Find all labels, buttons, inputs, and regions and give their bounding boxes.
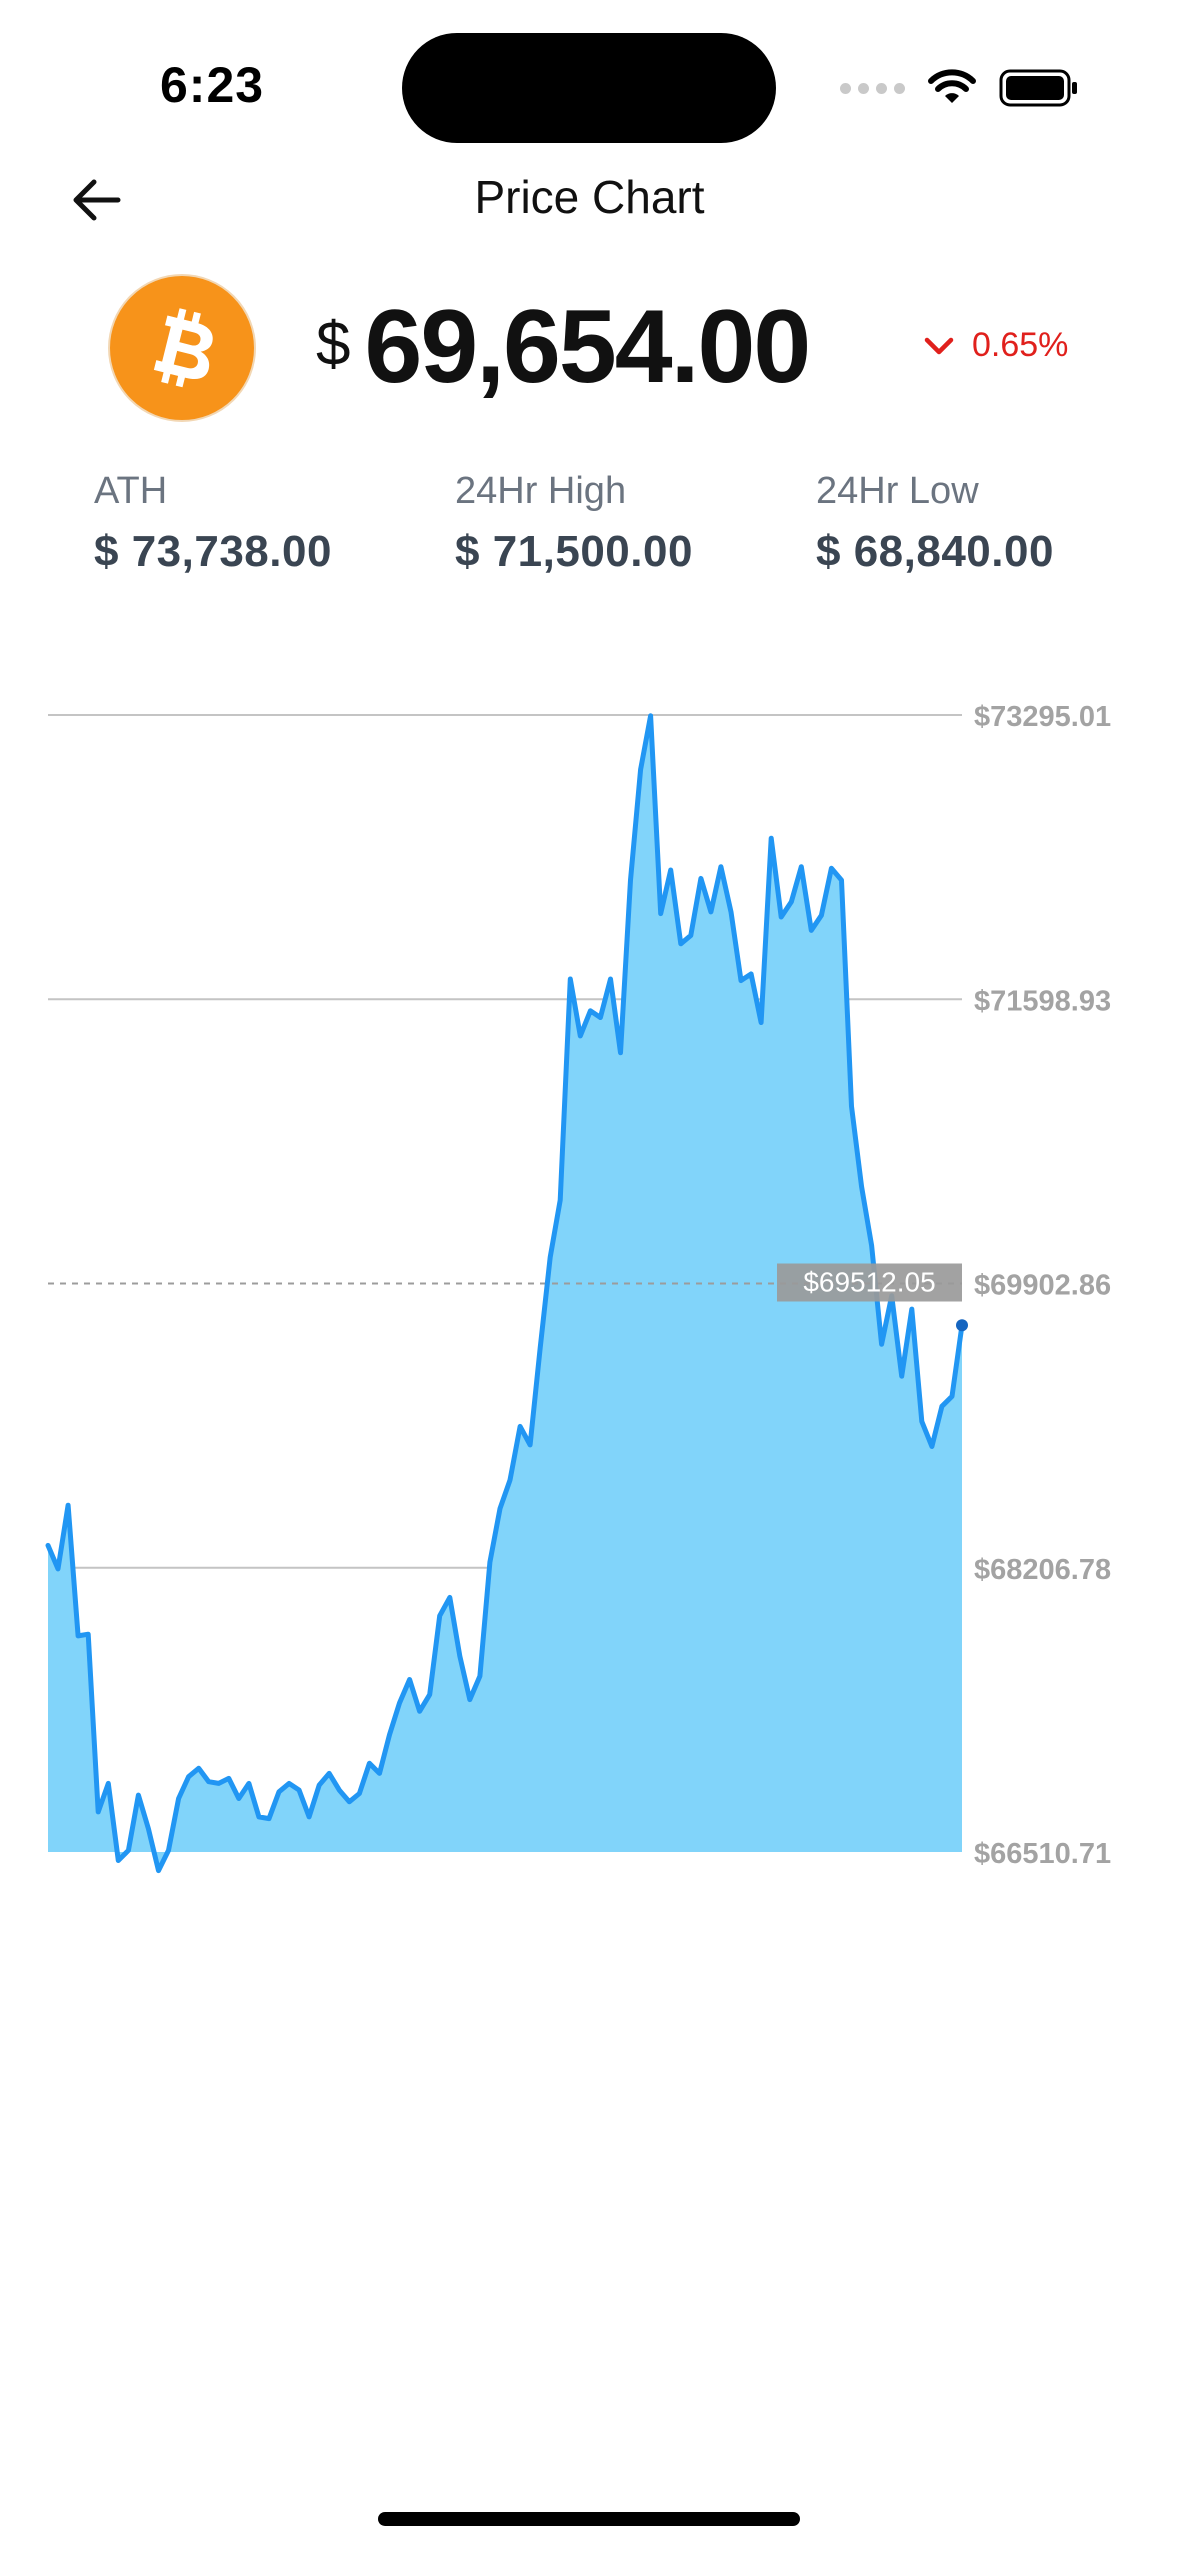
price-change: 0.65%: [924, 326, 1068, 365]
stat-24h-high: 24Hr High $ 71,500.00: [455, 470, 693, 577]
stat-label: 24Hr Low: [816, 470, 979, 512]
status-icons: [840, 66, 1079, 110]
last-price-point: [956, 1319, 968, 1332]
price-change-percent: 0.65%: [972, 326, 1069, 364]
stat-24h-low: 24Hr Low $ 68,840.00: [816, 470, 1054, 577]
stat-label: 24Hr High: [455, 470, 627, 512]
battery-icon: [999, 69, 1077, 107]
cellular-signal-icon: [840, 82, 905, 94]
stat-value: $ 68,840.00: [816, 527, 1054, 576]
dynamic-island: [402, 33, 776, 143]
stat-ath: ATH $ 73,738.00: [94, 470, 332, 577]
y-tick-label: $73295.01: [974, 701, 1111, 733]
price-tooltip: [777, 1263, 962, 1302]
price-chart[interactable]: $73295.01 $71598.93 $69902.86 $68206.78 $665…: [0, 0, 1179, 1900]
page-title: Price Chart: [474, 171, 705, 223]
chevron-down-icon: [924, 337, 954, 354]
stat-label: ATH: [94, 470, 168, 512]
currency-symbol: $: [316, 310, 351, 379]
back-button[interactable]: [66, 168, 130, 232]
y-tick-label: $68206.78: [974, 1554, 1111, 1586]
current-price: $ 69,654.00: [316, 289, 811, 405]
y-tick-label: $71598.93: [974, 985, 1111, 1017]
y-tick-label: $66510.71: [974, 1838, 1111, 1870]
price-series-line: [45, 713, 965, 1874]
price-tooltip-label: $69512.05: [803, 1267, 935, 1298]
bitcoin-logo-icon: [108, 274, 256, 422]
price-area-fill: [48, 715, 962, 1871]
y-tick-label: $69902.86: [974, 1270, 1111, 1302]
wifi-icon: [928, 69, 976, 103]
home-indicator[interactable]: [378, 2512, 800, 2526]
arrow-left-icon: [73, 179, 121, 221]
status-time: 6:23: [160, 57, 265, 113]
stat-value: $ 73,738.00: [94, 527, 332, 576]
stat-value: $ 71,500.00: [455, 527, 693, 576]
price-value: 69,654.00: [364, 289, 811, 405]
